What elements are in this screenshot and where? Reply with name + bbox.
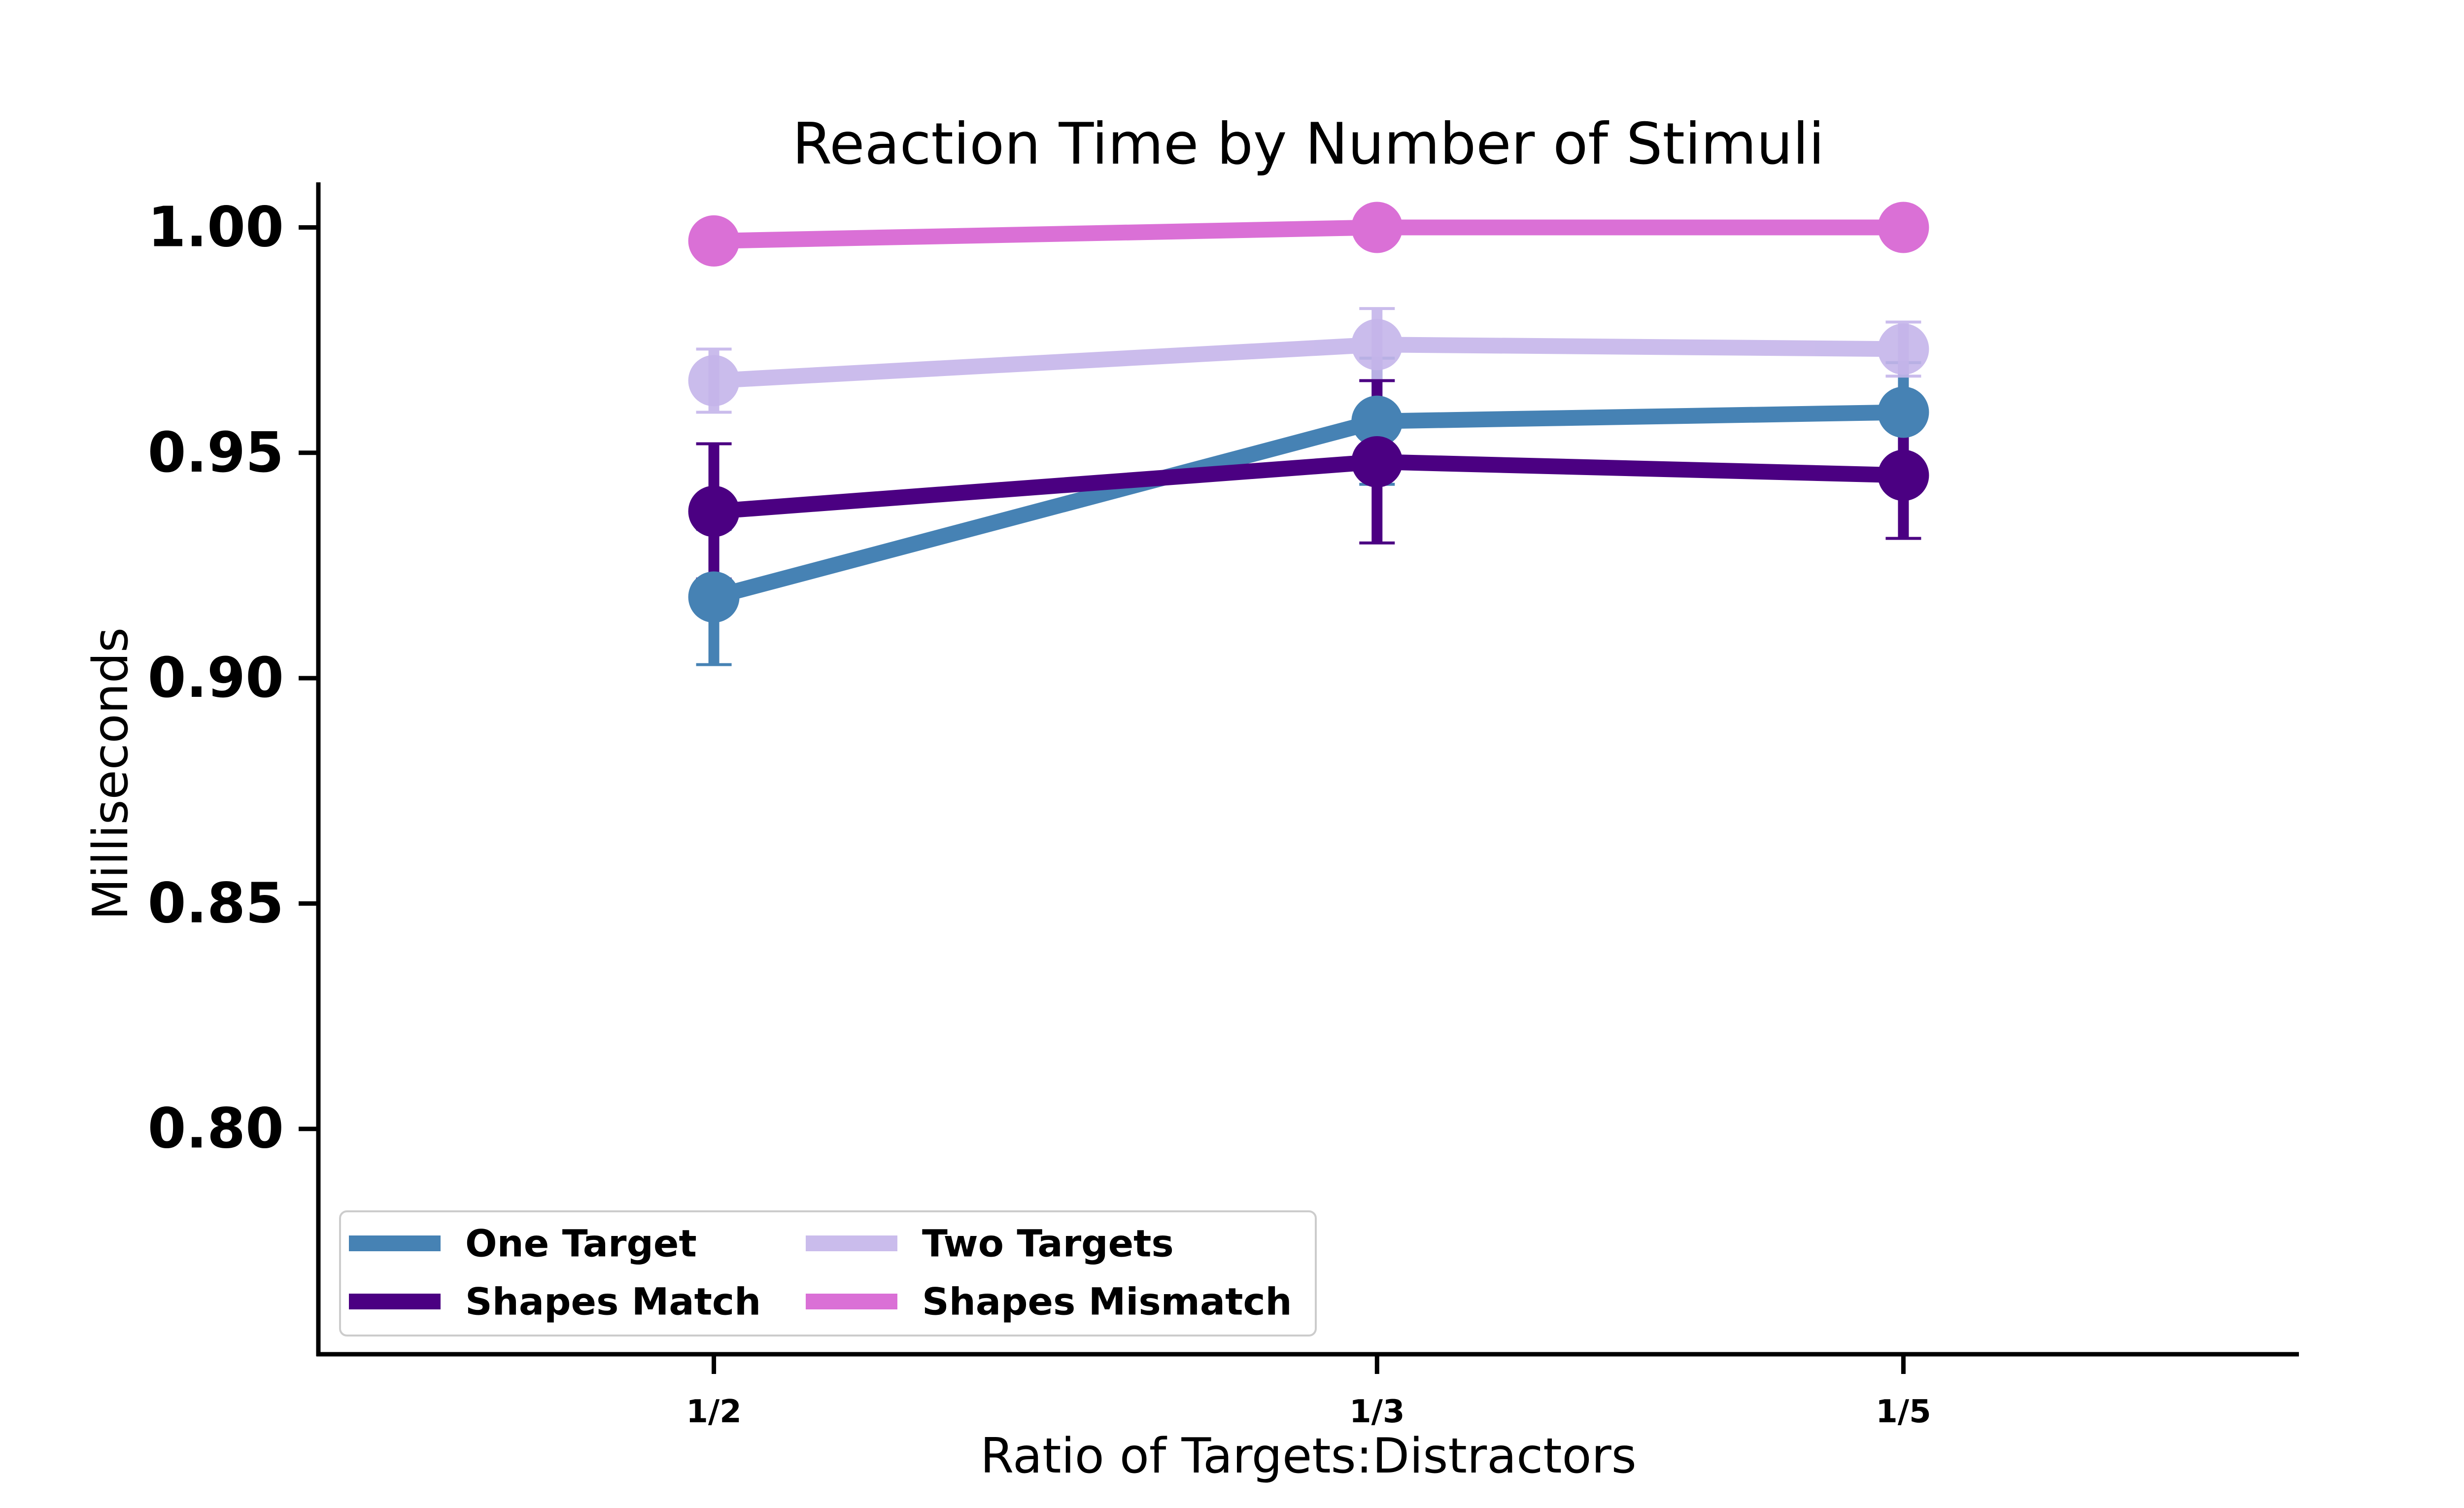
y-tick-label: 0.85 <box>148 871 284 935</box>
data-point <box>1878 449 1929 501</box>
chart-title: Reaction Time by Number of Stimuli <box>792 111 1824 177</box>
legend-label: Two Targets <box>922 1222 1174 1266</box>
y-tick-label: 0.95 <box>148 421 284 485</box>
data-point <box>688 215 740 267</box>
x-axis-label: Ratio of Targets:Distractors <box>980 1428 1637 1484</box>
x-tick-label: 1/5 <box>1876 1394 1931 1430</box>
data-point <box>1351 436 1403 488</box>
data-point <box>1351 202 1403 253</box>
error-bars-0 <box>696 356 1921 666</box>
data-point <box>1351 395 1403 447</box>
legend-label: Shapes Match <box>465 1280 761 1324</box>
x-tick-label: 1/2 <box>686 1394 741 1430</box>
series-3 <box>688 202 1929 267</box>
error-bars-1 <box>696 307 1921 414</box>
data-point <box>1878 202 1929 253</box>
y-tick-label: 0.80 <box>148 1097 284 1161</box>
y-axis-label: Milliseconds <box>83 627 139 920</box>
data-point <box>688 355 740 407</box>
legend-label: Shapes Mismatch <box>922 1280 1292 1324</box>
series-line <box>706 454 1912 519</box>
y-tick-label: 0.90 <box>148 646 284 710</box>
data-point <box>1351 319 1403 371</box>
legend-label: One Target <box>465 1222 697 1266</box>
y-tick-label: 1.00 <box>148 195 284 259</box>
data-point <box>688 571 740 623</box>
series-line <box>706 219 1912 249</box>
series-2 <box>688 436 1929 537</box>
series-0 <box>688 386 1929 623</box>
data-point <box>688 485 740 537</box>
series-1 <box>688 319 1929 407</box>
series-line <box>706 337 1912 389</box>
axes: 0.80 0.85 0.90 0.95 1.00 1/2 1/3 1/5 <box>148 182 2299 1430</box>
data-point <box>1878 323 1929 375</box>
x-tick-label: 1/3 <box>1349 1394 1404 1430</box>
legend: One Target Shapes Match Two Targets Shapes … <box>339 1210 1317 1337</box>
plot-area <box>688 202 1929 666</box>
legend-box <box>339 1210 1317 1337</box>
data-point <box>1878 386 1929 438</box>
